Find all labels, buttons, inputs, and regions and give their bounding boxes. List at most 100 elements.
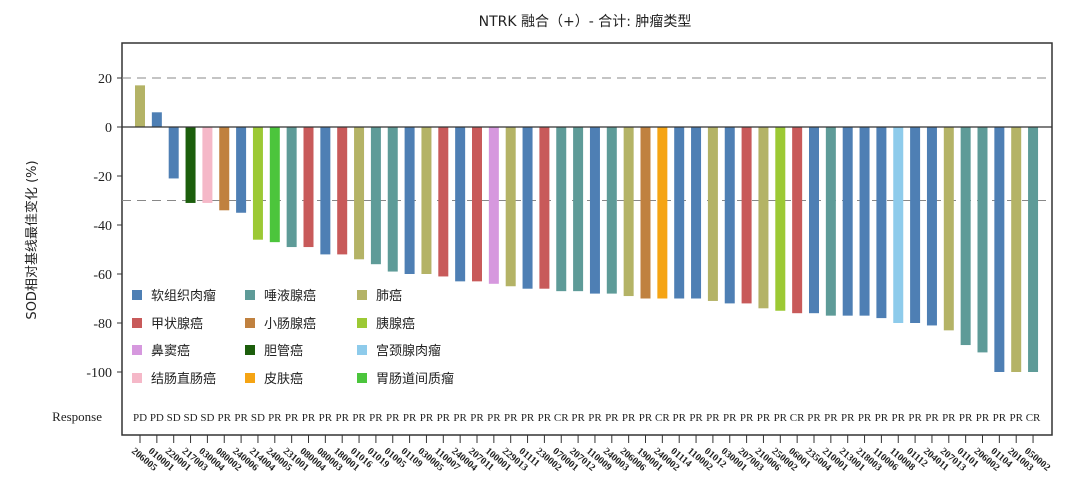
bar-190001: [640, 127, 651, 299]
bar-070001: [556, 127, 567, 292]
bar-100001: [488, 127, 499, 284]
bar-01109: [404, 127, 415, 274]
response-label: PR: [504, 412, 518, 424]
response-label: PR: [993, 412, 1007, 424]
bar-01111: [522, 127, 533, 289]
legend-item: 胰腺癌: [357, 316, 415, 332]
chart-title: NTRK 融合（+）- 合计: 肿瘤类型: [479, 13, 692, 30]
bar-110006: [876, 127, 887, 319]
y-tick-label: -40: [93, 219, 112, 234]
response-label: PR: [908, 412, 922, 424]
response-label: SD: [184, 412, 198, 424]
response-label: PD: [133, 412, 147, 424]
y-tick-label: 20: [98, 72, 112, 87]
bar-080003: [320, 127, 331, 255]
bar-207013: [943, 127, 954, 331]
legend-swatch: [357, 318, 367, 328]
response-label: PR: [672, 412, 686, 424]
legend-label: 甲状腺癌: [151, 316, 203, 332]
bar-235004: [809, 127, 819, 314]
response-label: PR: [689, 412, 703, 424]
legend-label: 胆管癌: [264, 343, 303, 359]
legend-swatch: [132, 318, 142, 328]
response-label: PR: [234, 412, 248, 424]
bar-240006: [236, 127, 247, 213]
bar-110002: [691, 127, 702, 299]
bar-01114: [674, 127, 685, 299]
legend-item: 皮肤癌: [245, 371, 303, 387]
bar-240003: [606, 127, 617, 294]
bar-206002: [977, 127, 988, 353]
bar-217003: [185, 127, 196, 203]
bar-210006: [758, 127, 769, 309]
bar-180001: [337, 127, 348, 255]
response-label: PR: [437, 412, 451, 424]
bar-210001: [825, 127, 836, 316]
legend-item: 结肠直肠癌: [132, 371, 216, 387]
response-label: CR: [790, 412, 805, 424]
response-label: PR: [605, 412, 619, 424]
bar-01112: [910, 127, 921, 323]
response-label: PR: [639, 412, 653, 424]
response-label: PR: [369, 412, 383, 424]
legend-item: 胆管癌: [245, 343, 303, 359]
response-label: PR: [841, 412, 855, 424]
legend-swatch: [357, 290, 367, 300]
legend-swatch: [245, 318, 255, 328]
response-label: PR: [622, 412, 636, 424]
response-label: PR: [942, 412, 956, 424]
bar-110009: [589, 127, 600, 294]
legend-swatch: [132, 345, 142, 355]
bar-080002: [219, 127, 230, 211]
response-label: PR: [976, 412, 990, 424]
bar-240002: [657, 127, 668, 299]
bar-080004: [303, 127, 314, 248]
bar-06001: [792, 127, 803, 314]
legend-item: 肺癌: [357, 288, 402, 304]
bar-218003: [859, 127, 870, 316]
response-label: PR: [774, 412, 788, 424]
legend-swatch: [357, 345, 367, 355]
legend-item: 软组织肉瘤: [132, 288, 216, 304]
bar-110008: [893, 127, 904, 323]
response-label: PR: [386, 412, 400, 424]
y-axis-label: SOD相对基线最佳变化 (%): [24, 160, 40, 319]
bar-201003: [1011, 127, 1022, 372]
response-label: PR: [487, 412, 501, 424]
bar-010001: [151, 112, 162, 127]
bar-213001: [842, 127, 853, 316]
bar-01104: [994, 127, 1005, 372]
bar-01019: [370, 127, 381, 265]
bar-240005: [269, 127, 280, 243]
response-label: PR: [959, 412, 973, 424]
y-tick-label: -20: [93, 170, 112, 185]
response-label: PR: [218, 412, 232, 424]
bar-01101: [960, 127, 971, 346]
legend-label: 皮肤癌: [264, 371, 303, 387]
bar-030001: [724, 127, 735, 304]
bar-110007: [438, 127, 449, 277]
legend-swatch: [132, 373, 142, 383]
legend-swatch: [245, 373, 255, 383]
response-label: SD: [251, 412, 265, 424]
legend-item: 甲状腺癌: [132, 316, 203, 332]
bar-030004: [202, 127, 213, 203]
legend-label: 宫颈腺肉瘤: [376, 343, 441, 359]
response-label: SD: [167, 412, 181, 424]
legend-label: 结肠直肠癌: [151, 371, 216, 387]
bar-206005: [135, 85, 145, 127]
response-label: CR: [1026, 412, 1041, 424]
y-tick-label: 0: [105, 121, 112, 136]
response-label: PR: [925, 412, 939, 424]
response-label: PR: [285, 412, 299, 424]
response-label: PR: [470, 412, 484, 424]
response-label: PR: [892, 412, 906, 424]
bar-230002: [539, 127, 550, 289]
response-label: PR: [453, 412, 467, 424]
bar-01005: [387, 127, 398, 272]
legend-label: 小肠腺癌: [264, 316, 316, 332]
response-label: PD: [150, 412, 164, 424]
response-label: PR: [571, 412, 585, 424]
response-label: PR: [521, 412, 535, 424]
